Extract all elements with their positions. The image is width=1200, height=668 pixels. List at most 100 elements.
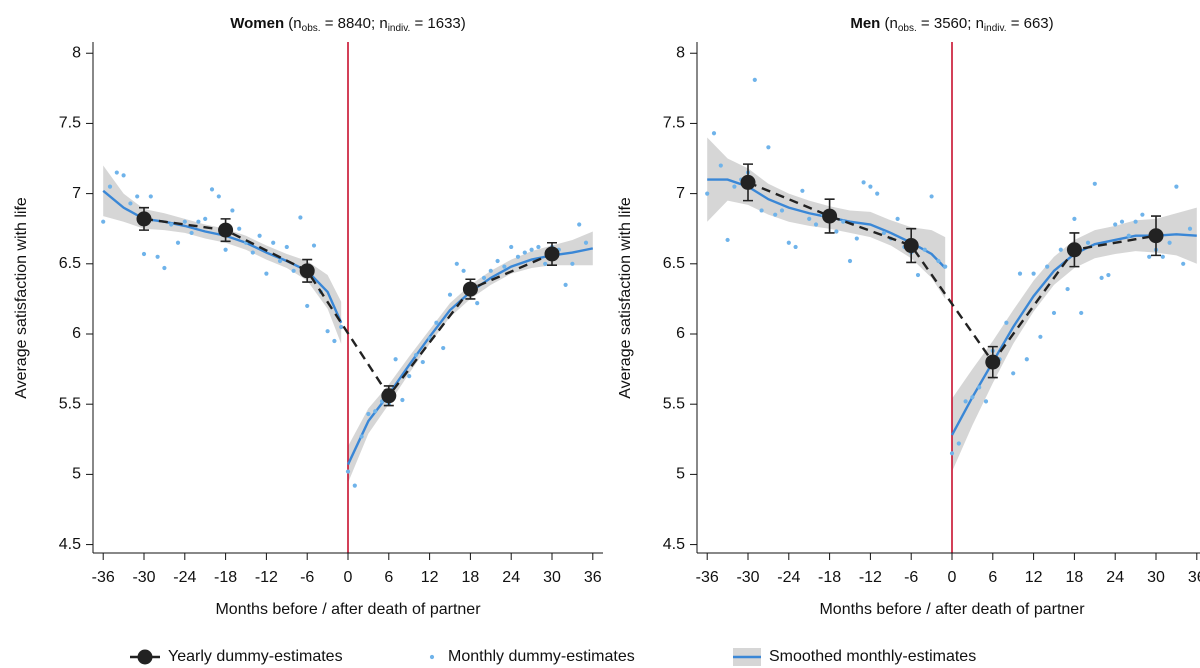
monthly-point: [963, 399, 968, 404]
monthly-point: [793, 244, 798, 250]
x-tick-label: 12: [1025, 569, 1043, 586]
monthly-point: [271, 240, 276, 245]
x-tick-label: -18: [818, 569, 841, 586]
monthly-point: [929, 194, 934, 199]
monthly-point: [237, 226, 242, 231]
monthly-point: [813, 222, 819, 227]
yearly-point: [822, 208, 838, 224]
monthly-point: [407, 374, 412, 379]
monthly-point: [1092, 181, 1097, 186]
monthly-point: [536, 244, 541, 250]
monthly-point: [1072, 216, 1077, 221]
monthly-point: [922, 247, 927, 252]
x-tick-label: -12: [255, 569, 278, 586]
yearly-point: [1148, 228, 1164, 244]
title-subscript: obs.: [898, 23, 917, 34]
legend-label: Monthly dummy-estimates: [448, 648, 635, 665]
panel: Women (nobs. = 8840; nindiv. = 1633) Aver…: [13, 15, 603, 618]
title-text: = 8840; n: [321, 15, 388, 32]
x-tick-label: 36: [1188, 569, 1200, 586]
y-tick-label: 5: [676, 466, 685, 483]
y-tick-label: 5.5: [663, 395, 685, 412]
legend: Yearly dummy-estimates Monthly dummy-esti…: [130, 648, 976, 666]
monthly-point: [1147, 254, 1152, 259]
title-text: (n: [885, 15, 898, 32]
monthly-point: [311, 243, 317, 248]
monthly-point: [1167, 240, 1172, 245]
monthly-point: [834, 229, 839, 234]
monthly-point: [718, 163, 723, 168]
y-tick-label: 7: [72, 185, 81, 202]
title-text: = 663): [1007, 15, 1054, 32]
monthly-point: [509, 244, 514, 250]
monthly-point: [1187, 226, 1193, 231]
x-tick-label: 36: [584, 569, 602, 586]
monthly-point: [875, 191, 880, 196]
monthly-point: [502, 264, 507, 269]
monthly-point: [291, 268, 296, 273]
x-tick-label: 24: [1106, 569, 1124, 586]
monthly-point: [114, 170, 119, 175]
monthly-point: [257, 233, 262, 238]
monthly-point: [148, 194, 153, 199]
monthly-point: [705, 191, 710, 196]
monthly-point: [915, 272, 921, 278]
x-tick-label: -18: [214, 569, 237, 586]
monthly-point: [332, 338, 337, 344]
y-axis-label: Average satisfaction with life: [13, 197, 30, 399]
x-tick-label: 18: [1066, 569, 1084, 586]
y-tick-label: 7.5: [59, 115, 81, 132]
x-tick-label: 6: [384, 569, 393, 586]
x-tick-label: -12: [859, 569, 882, 586]
yearly-point: [740, 174, 756, 190]
monthly-point: [230, 208, 235, 213]
monthly-point: [577, 222, 582, 227]
monthly-point: [956, 441, 961, 446]
monthly-point: [121, 173, 126, 178]
x-tick-label: -30: [132, 569, 155, 586]
monthly-point: [711, 131, 717, 136]
monthly-point: [732, 184, 737, 189]
monthly-point: [752, 77, 757, 83]
monthly-point: [277, 258, 283, 264]
monthly-point: [461, 268, 466, 273]
monthly-point: [128, 201, 133, 206]
monthly-point: [454, 261, 459, 266]
title-text: = 1633): [410, 15, 465, 32]
monthly-point: [1051, 310, 1057, 316]
monthly-point: [563, 282, 568, 287]
x-tick-label: 0: [344, 569, 353, 586]
monthly-point: [420, 359, 425, 365]
yearly-point: [299, 263, 315, 279]
monthly-point: [1004, 320, 1009, 325]
monthly-point: [570, 261, 575, 266]
x-tick-label: -24: [777, 569, 800, 586]
x-tick-label: -6: [300, 569, 314, 586]
monthly-point: [936, 258, 941, 264]
x-tick-label: 30: [543, 569, 561, 586]
x-tick-label: -36: [696, 569, 719, 586]
y-tick-label: 7: [676, 185, 685, 202]
x-tick-label: -36: [92, 569, 115, 586]
legend-symbol: [429, 654, 435, 660]
monthly-point: [1181, 261, 1186, 266]
legend-label: Yearly dummy-estimates: [168, 648, 343, 665]
chart-title: Men (nobs. = 3560; nindiv. = 663): [850, 15, 1053, 34]
y-tick-label: 6.5: [59, 255, 81, 272]
y-tick-label: 7.5: [663, 115, 685, 132]
monthly-point: [854, 236, 859, 241]
monthly-point: [847, 258, 853, 264]
title-group: Men: [850, 15, 880, 32]
title-subscript: indiv.: [984, 23, 1007, 34]
monthly-point: [583, 240, 589, 245]
title-subscript: obs.: [302, 23, 321, 34]
monthly-point: [1133, 219, 1138, 224]
monthly-point: [373, 409, 378, 414]
title-group: Women: [230, 15, 284, 32]
monthly-point: [264, 271, 269, 276]
monthly-point: [1024, 357, 1029, 362]
x-axis-label: Months before / after death of partner: [819, 601, 1085, 618]
x-tick-label: 24: [502, 569, 520, 586]
chart-title: Women (nobs. = 8840; nindiv. = 1633): [230, 15, 466, 34]
